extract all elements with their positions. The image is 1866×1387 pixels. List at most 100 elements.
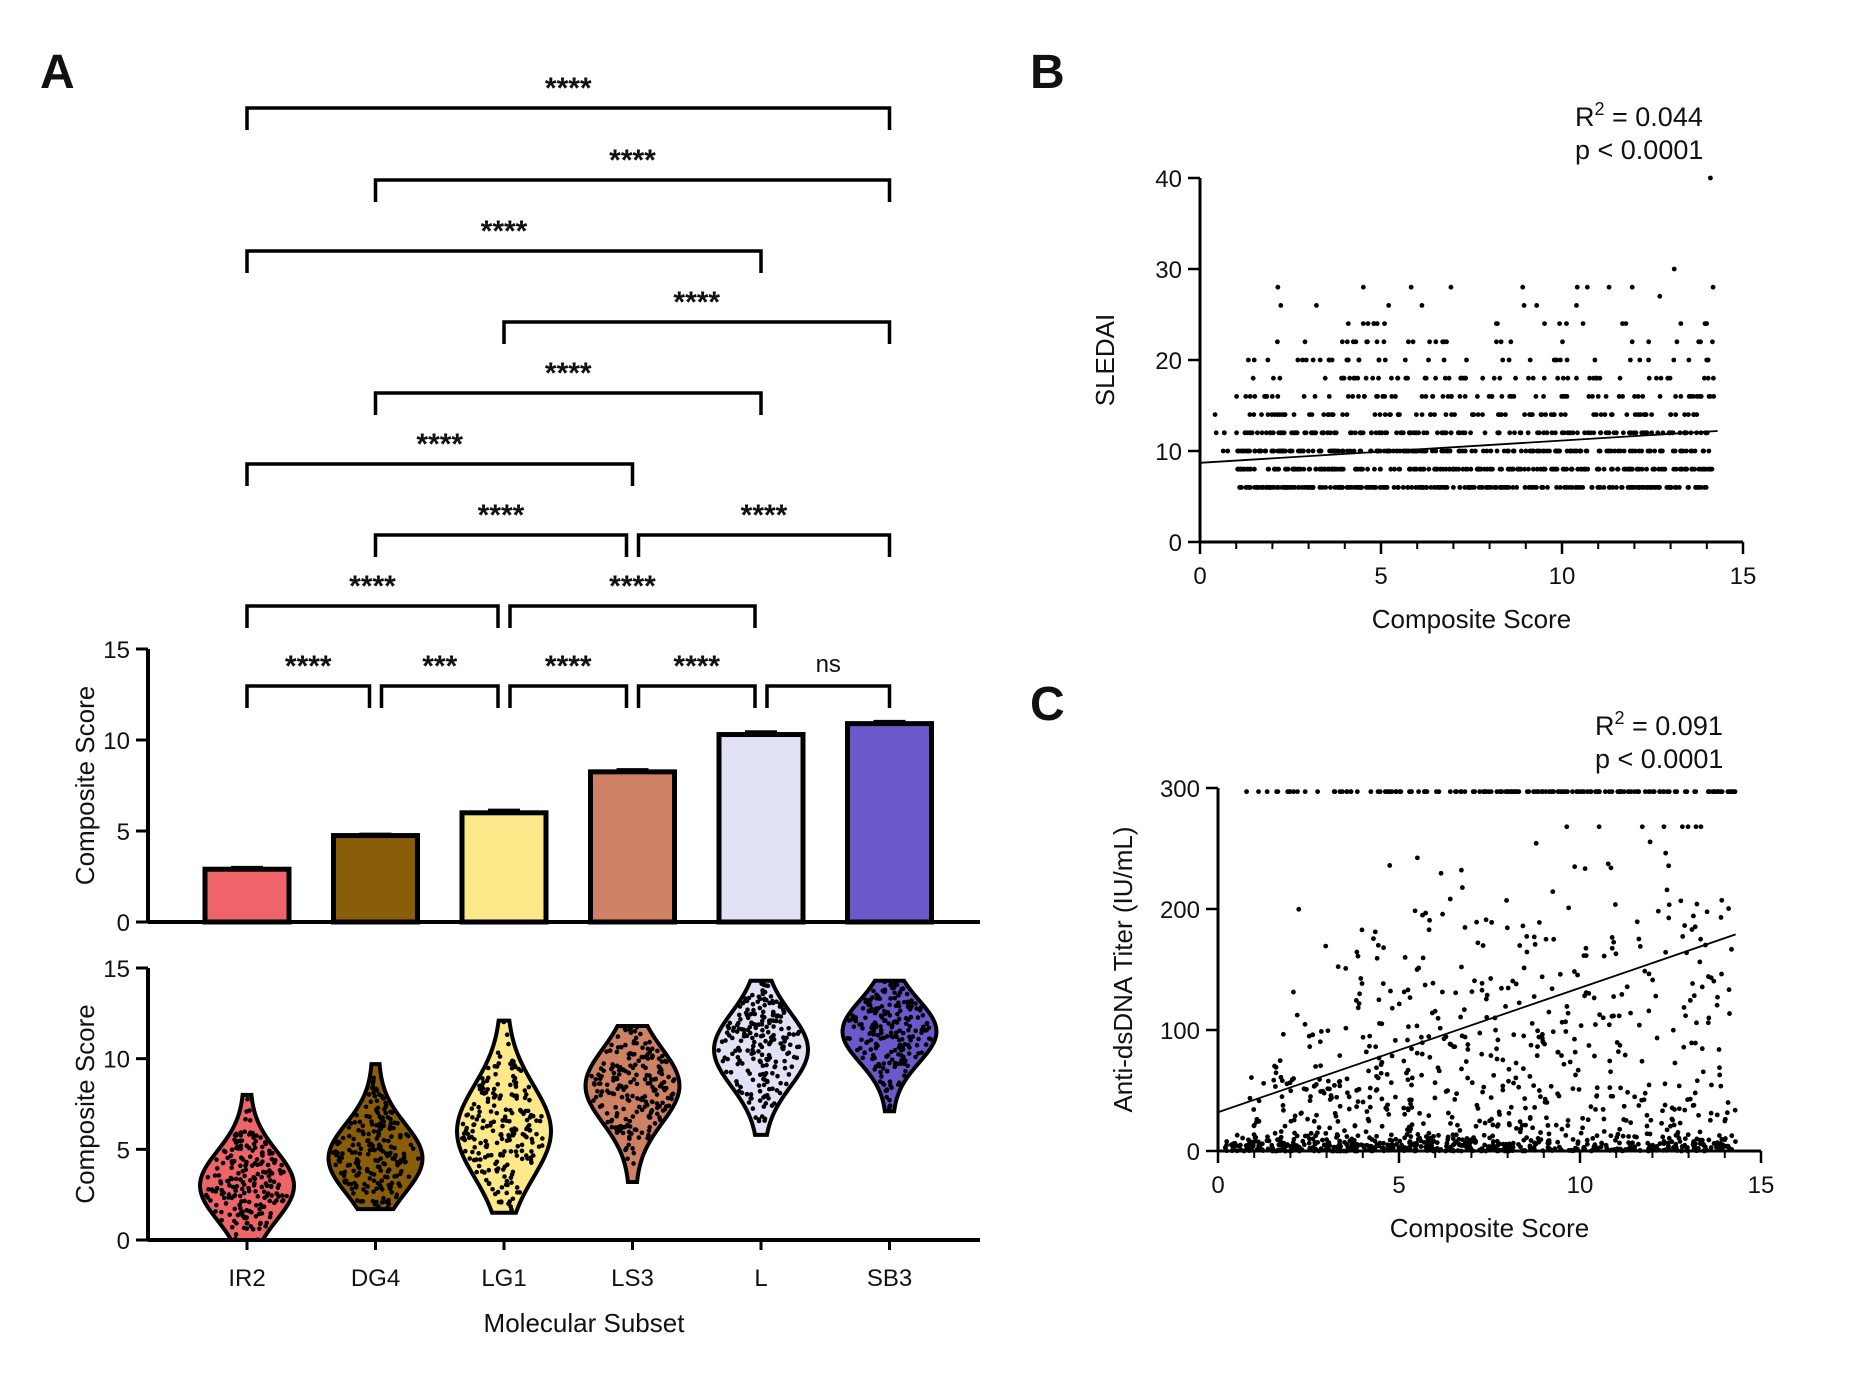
y-tick-label: 0 [1169,530,1182,557]
scatter-point [1339,466,1344,472]
scatter-point [1555,1049,1561,1055]
violin-point [381,1137,387,1143]
violin-point [257,1221,263,1226]
scatter-point [1451,485,1456,490]
scatter-point [1610,485,1616,490]
violin-point [640,1045,645,1051]
violin-point [238,1163,243,1169]
scatter-point [1480,375,1486,381]
scatter-point [1345,1090,1350,1096]
violin-point [362,1181,367,1187]
scatter-point [1555,448,1560,454]
violin-x-axis-title: Molecular Subset [484,1308,686,1338]
scatter-point [1306,1033,1312,1039]
scatter-point [1443,412,1449,417]
violin-point [749,1021,755,1026]
violin-point [784,1035,789,1041]
violin-point [650,1099,655,1105]
scatter-point [1294,1133,1300,1139]
scatter-point [1671,1145,1676,1150]
scatter-point [1453,789,1458,795]
violin-point [926,1025,932,1031]
violin-point [746,995,752,1001]
violin-point [652,1121,658,1126]
scatter-point [1703,485,1709,490]
scatter-point [1674,485,1679,490]
scatter-point [1332,1082,1337,1088]
scatter-point [1354,1144,1360,1149]
violin-point [495,1050,501,1056]
scatter-point [1377,412,1383,417]
scatter-point [1484,1014,1490,1020]
scatter-point [1665,375,1671,381]
scatter-point [1700,466,1706,472]
scatter-point [1495,1142,1501,1148]
scatter-point [1290,485,1296,490]
significance-bracket [636,684,757,708]
scatter-point [1295,789,1300,795]
scatter-point [1418,1138,1424,1144]
violin-point [893,1030,899,1035]
scatter-point [1627,466,1633,472]
scatter-point [1372,1138,1378,1144]
violin-point [514,1185,520,1190]
scatter-point [1444,448,1450,454]
violin-point [764,1024,769,1030]
scatter-point [1674,339,1680,345]
scatter-point [1654,1035,1660,1041]
scatter-point [1712,789,1718,795]
scatter-point [1694,1020,1699,1026]
scatter-point [1424,485,1429,490]
violin-point [259,1211,265,1216]
scatter-point [1607,1058,1613,1064]
violin-point [782,1039,787,1044]
violin-point [745,1015,751,1021]
scatter-point [1504,898,1509,903]
scatter-point [1419,412,1425,417]
scatter-point [1434,466,1439,472]
scatter-point [1433,448,1439,454]
violin-point [518,1068,524,1073]
x-tick-label: 0 [1211,1172,1224,1199]
scatter-point [1420,485,1426,490]
significance-label: **** [609,144,656,177]
scatter-point [1496,1109,1502,1115]
violin-point [233,1232,239,1237]
scatter-point [1245,357,1251,363]
scatter-point [1594,1133,1600,1139]
scatter-point [1271,1077,1277,1083]
scatter-point [1291,789,1297,795]
violin-point [281,1169,286,1175]
violin-point [593,1076,599,1082]
scatter-point [1377,789,1383,795]
x-tick-label: 5 [1392,1172,1405,1199]
violin-point [903,1068,908,1074]
violin-point [866,1002,871,1008]
scatter-point [1230,1146,1236,1152]
scatter-point [1251,1122,1257,1128]
scatter-point [1543,412,1548,417]
scatter-point [1251,357,1257,363]
scatter-point [1351,1144,1356,1150]
violin-point [382,1161,388,1167]
violin-point [249,1163,255,1168]
scatter-point [1671,1122,1677,1128]
scatter-point [1626,430,1632,436]
scatter-point [1386,1143,1391,1149]
scatter-point [1530,375,1536,381]
scatter-point [1497,485,1503,490]
scatter-point [1247,485,1253,490]
significance-label: **** [741,499,788,532]
scatter-point [1682,466,1688,472]
scatter-point [1377,430,1383,436]
scatter-point [1541,394,1546,399]
violin-point [647,1115,652,1120]
scatter-point [1616,1013,1622,1019]
violin-point [247,1154,253,1159]
scatter-point [1535,789,1541,795]
bar [845,721,934,925]
scatter-point [1580,1115,1586,1121]
scatter-point [1538,1130,1543,1135]
violin-point [364,1190,369,1195]
violin-point [476,1163,482,1169]
